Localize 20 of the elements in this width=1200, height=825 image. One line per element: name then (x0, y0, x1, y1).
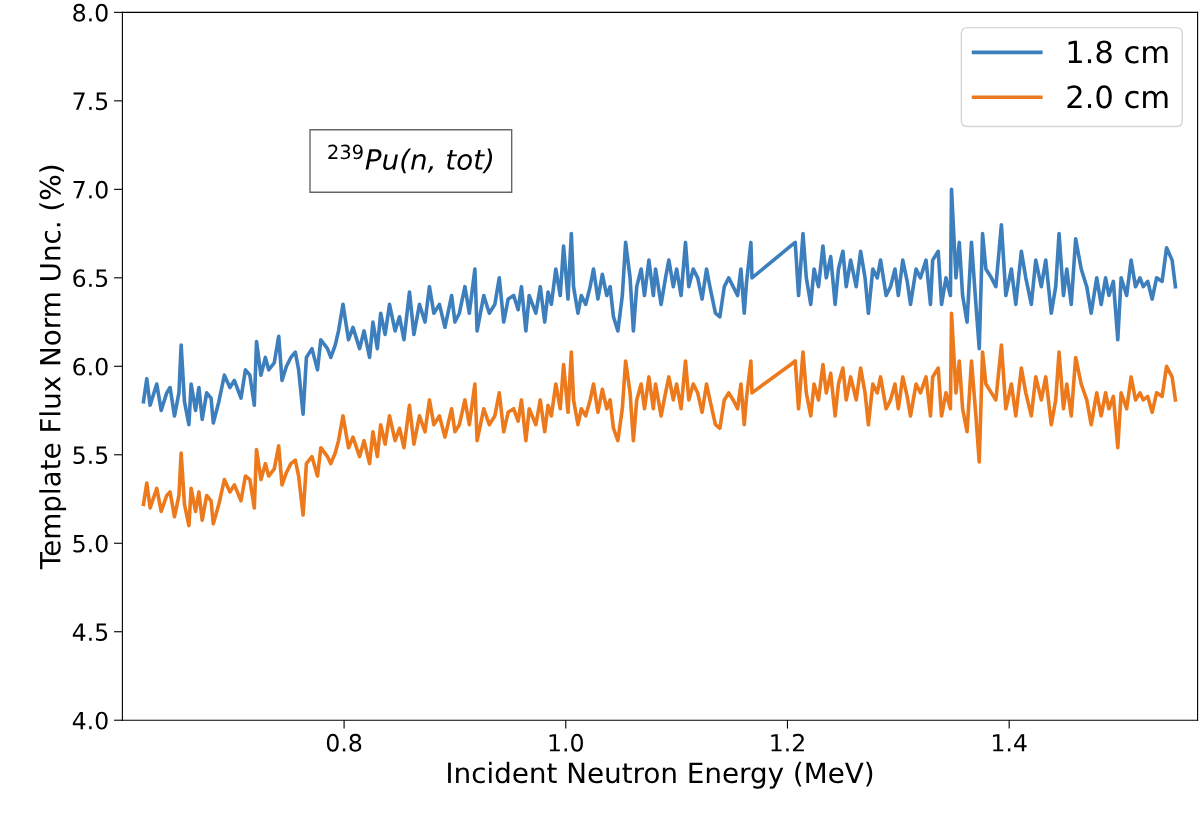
y-tick-label: 8.0 (73, 3, 108, 22)
legend-label: 1.8 cm (1068, 40, 1168, 64)
y-tick-label: 4.5 (72, 623, 108, 642)
y-axis-title: Template Flux Norm Unc. (%) (39, 165, 67, 570)
x-tick-label: 1.4 (992, 734, 1027, 752)
y-tick-label: 7.0 (73, 180, 108, 199)
y-tick-label: 5.5 (73, 446, 108, 465)
legend-label: 2.0 cm (1067, 85, 1168, 109)
y-tick-label: 6.0 (73, 357, 108, 376)
x-tick-label: 1.2 (771, 733, 804, 752)
y-tick-label: 7.5 (73, 92, 108, 111)
y-tick-label: 5.0 (73, 534, 108, 553)
y-tick-label: 6.5 (73, 269, 108, 288)
y-tick-label: 4.0 (72, 711, 108, 730)
x-tick-label: 1.0 (549, 733, 583, 752)
annotation: $^{239}$Pu(n, tot) (328, 144, 493, 174)
x-axis-title: Incident Neutron Energy (MeV) (448, 761, 873, 789)
x-tick-label: 0.8 (326, 733, 362, 752)
line-series (141, 311, 1178, 528)
line-series (141, 187, 1178, 427)
